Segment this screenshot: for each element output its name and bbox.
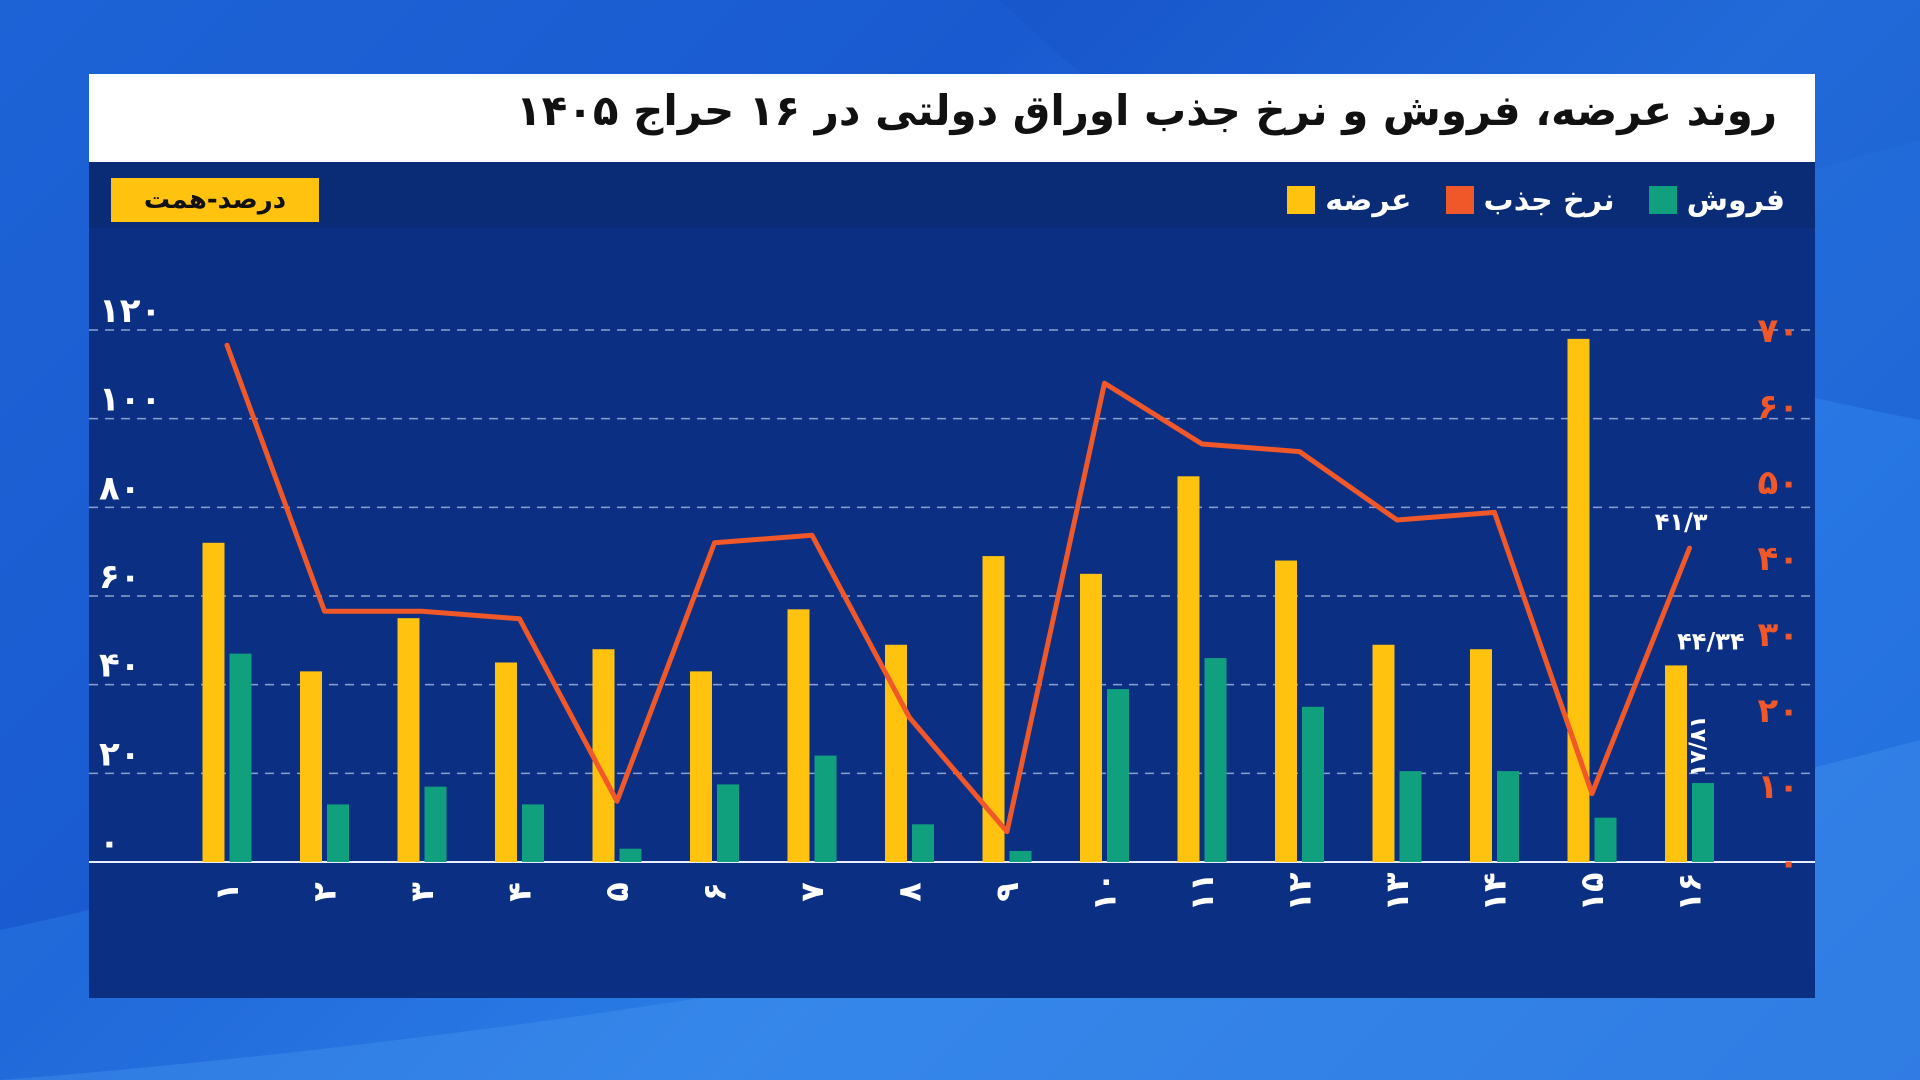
x-axis-tick: ۲	[306, 882, 344, 902]
x-axis-tick: ۷	[793, 882, 831, 902]
bar-sales	[1107, 689, 1129, 862]
annotation-rate-last: ۴۱/۳	[1655, 508, 1708, 536]
bar-supply	[592, 649, 615, 862]
x-axis-tick: ۱۱	[1183, 872, 1221, 911]
chart-card: روند عرضه، فروش و نرخ جذب اوراق دولتی در…	[89, 74, 1815, 998]
bar-supply	[690, 671, 712, 862]
x-axis-tick: ۱۴	[1476, 872, 1514, 911]
x-axis-tick: ۱۵	[1573, 872, 1611, 911]
left-axis-tick: ۰	[99, 823, 120, 863]
right-axis-tick: ۱۰	[1757, 767, 1799, 807]
bar-supply	[982, 556, 1005, 862]
bar-sales	[1692, 783, 1714, 862]
bar-supply	[1275, 560, 1297, 862]
bar-supply	[300, 671, 322, 862]
bar-supply	[1080, 573, 1102, 862]
right-axis-tick: ۷۰	[1757, 311, 1799, 351]
left-axis-tick: ۸۰	[99, 468, 141, 508]
left-axis-tick: ۱۰۰	[99, 380, 161, 420]
bar-sales	[229, 653, 252, 862]
legend-item-supply: عرضه	[1287, 182, 1412, 218]
annotation-sales-last: ۱۷/۸۱	[1686, 715, 1711, 777]
legend-swatch-supply	[1287, 186, 1316, 214]
legend-item-sales: فروش	[1648, 182, 1785, 218]
bar-sales	[1009, 850, 1032, 862]
x-axis-tick: ۱۶	[1671, 872, 1709, 911]
left-axis-tick: ۲۰	[99, 734, 141, 774]
line-rate	[224, 342, 1692, 835]
bar-supply	[1665, 665, 1687, 862]
bar-supply	[202, 542, 225, 862]
bar-sales	[424, 786, 447, 862]
x-axis-tick: ۵	[598, 882, 636, 902]
right-axis-tick: ۶۰	[1757, 387, 1799, 427]
bar-sales	[717, 784, 739, 862]
bar-supply	[1470, 649, 1492, 862]
bar-supply	[397, 618, 420, 862]
bar-sales	[1399, 771, 1422, 862]
x-axis-tick: ۱	[208, 882, 246, 902]
annotation-supply-last: ۴۴/۳۴	[1677, 627, 1744, 655]
bar-sales	[912, 824, 934, 862]
legend: عرضه نرخ جذب فروش	[1287, 178, 1785, 222]
right-axis-tick: ۲۰	[1757, 691, 1799, 731]
legend-band	[89, 162, 1815, 228]
x-axis-tick: ۴	[501, 882, 539, 902]
left-axis-tick: ۴۰	[99, 646, 141, 686]
left-axis-tick: ۱۲۰	[99, 291, 161, 331]
right-axis-tick: ۴۰	[1757, 539, 1799, 579]
bar-sales	[619, 848, 642, 862]
x-axis-tick: ۳	[403, 882, 441, 902]
x-axis-tick: ۹	[988, 882, 1026, 902]
bar-sales	[1204, 658, 1227, 862]
right-axis-tick: ۳۰	[1757, 615, 1799, 655]
bar-sales	[1497, 771, 1519, 862]
bar-sales	[1594, 817, 1617, 862]
legend-swatch-rate	[1445, 186, 1474, 214]
bar-sales	[814, 755, 837, 862]
legend-item-rate: نرخ جذب	[1445, 182, 1615, 218]
right-axis-tick: ۵۰	[1757, 463, 1799, 503]
bar-sales	[327, 804, 349, 862]
legend-swatch-sales	[1648, 186, 1677, 214]
x-axis-tick: ۱۲	[1281, 872, 1319, 912]
unit-badge: درصد-همت	[111, 178, 319, 222]
chart-title: روند عرضه، فروش و نرخ جذب اوراق دولتی در…	[515, 86, 1777, 135]
bar-supply	[1177, 476, 1200, 862]
x-axis-tick: ۸	[891, 882, 929, 902]
bar-sales	[1302, 706, 1324, 862]
bar-supply	[495, 662, 517, 862]
legend-label-rate: نرخ جذب	[1483, 182, 1615, 218]
legend-label-sales: فروش	[1686, 182, 1785, 218]
bar-supply	[787, 609, 810, 862]
bar-supply	[1372, 644, 1395, 862]
x-axis-tick: ۶	[696, 882, 734, 902]
x-axis-tick: ۱۰	[1086, 872, 1124, 911]
x-axis-tick: ۱۳	[1378, 872, 1416, 912]
title-bar: روند عرضه، فروش و نرخ جذب اوراق دولتی در…	[89, 74, 1815, 162]
bar-sales	[522, 804, 544, 862]
left-axis-tick: ۶۰	[99, 557, 141, 597]
legend-label-supply: عرضه	[1325, 182, 1412, 218]
right-axis-tick: ۰	[1778, 843, 1799, 883]
